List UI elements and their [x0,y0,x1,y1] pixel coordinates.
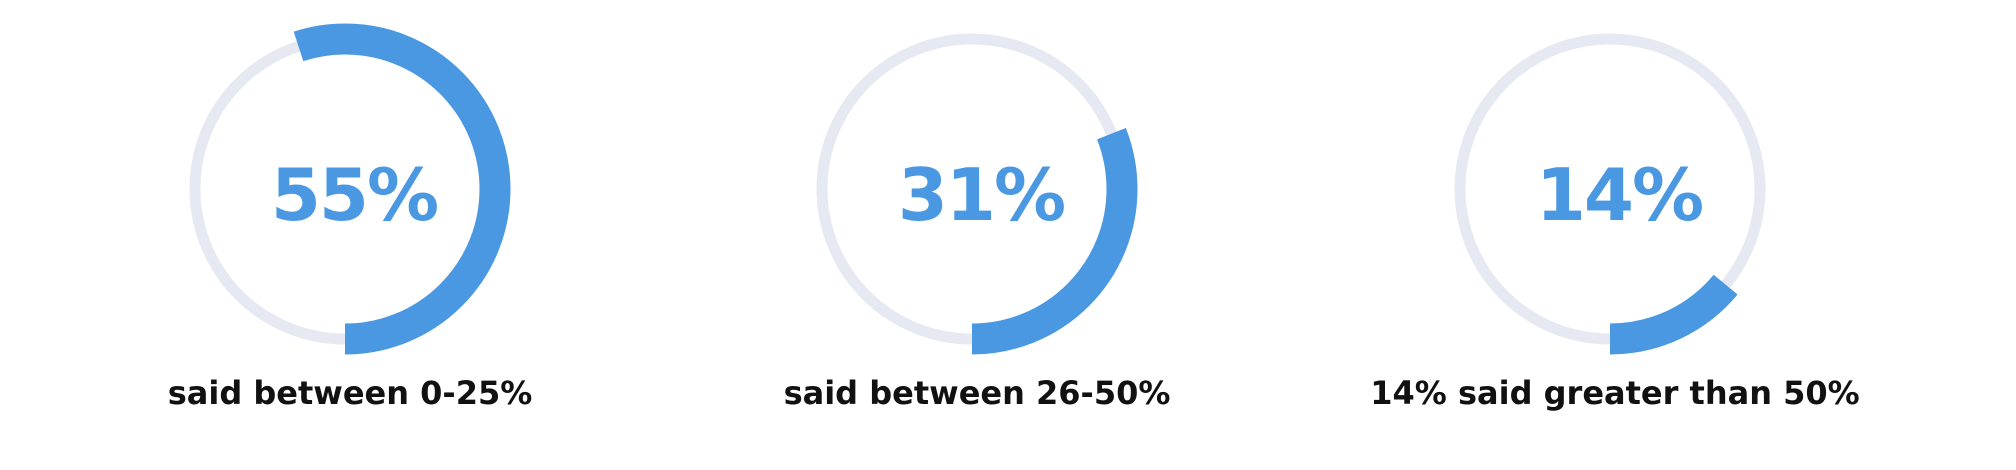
donut-26-50-caption: said between 26-50% [783,374,1171,412]
donut-26-50-progress-arc [806,23,1138,355]
donut-chart-26-50: 31% said between 26-50% [717,0,1237,470]
donut-over-50-percent-label: 14% [1536,153,1702,237]
donut-chart-0-25: 55% said between 0-25% [90,0,610,470]
donut-0-25-caption: said between 0-25% [167,374,533,412]
donut-0-25-progress-arc [179,23,511,355]
donut-26-50-svg: 31% [806,23,1138,355]
donut-over-50-svg: 14% [1444,23,1776,355]
donut-chart-over-50: 14% 14% said greater than 50% [1355,0,1875,470]
donut-over-50-caption: 14% said greater than 50% [1370,374,1860,412]
donut-0-25-percent-label: 55% [271,153,437,237]
donut-over-50-progress-arc [1444,23,1776,355]
donut-0-25-svg: 55% [179,23,511,355]
donut-26-50-percent-label: 31% [898,153,1064,237]
